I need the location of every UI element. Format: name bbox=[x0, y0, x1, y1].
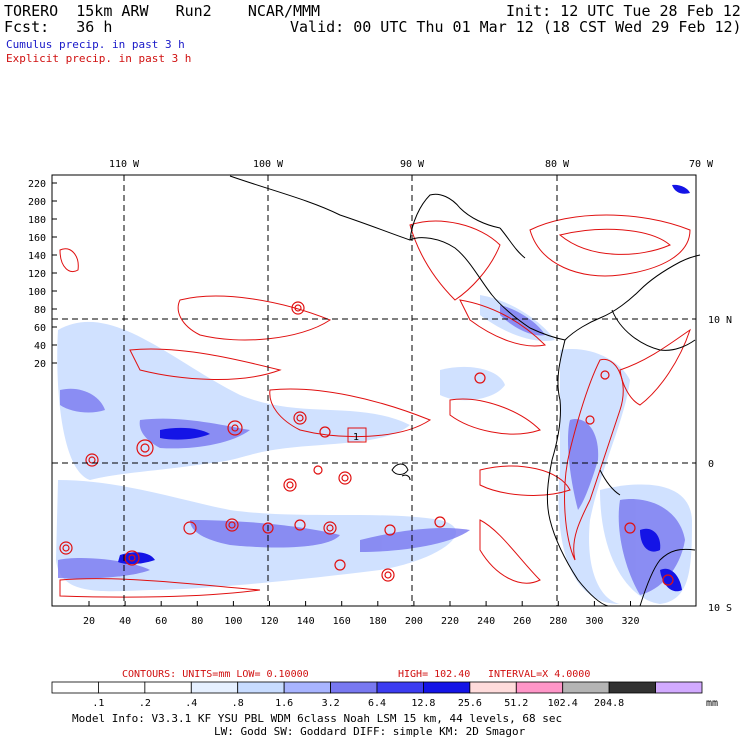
explicit-precip-label: Explicit precip. in past 3 h bbox=[6, 52, 192, 65]
colorbar-level-label: .1 bbox=[92, 698, 104, 709]
station-marker bbox=[347, 427, 367, 443]
lat-label-0: 0 bbox=[708, 459, 714, 470]
x-tick-label: 20 bbox=[83, 616, 95, 627]
colorbar-level-label: 6.4 bbox=[368, 698, 386, 709]
colorbar-swatch bbox=[469, 681, 517, 694]
x-tick-label: 180 bbox=[369, 616, 387, 627]
x-tick-labels: 20 40 60 80 100 120 140 160 180 200 220 … bbox=[83, 616, 640, 627]
colorbar-level-label: 102.4 bbox=[548, 698, 578, 709]
contour-units-low: CONTOURS: UNITS=mm LOW= 0.10000 bbox=[122, 669, 309, 680]
x-tick-label: 120 bbox=[260, 616, 278, 627]
colorbar-level-label: 12.8 bbox=[411, 698, 435, 709]
colorbar-swatch bbox=[98, 681, 146, 694]
y-tick-label: 100 bbox=[28, 287, 46, 298]
y-tick-label: 180 bbox=[28, 215, 46, 226]
y-tick-label: 140 bbox=[28, 251, 46, 262]
lat-label-10s: 10 S bbox=[708, 603, 732, 614]
x-tick-label: 60 bbox=[155, 616, 167, 627]
y-tick-labels: 220 200 180 160 140 120 100 80 60 40 20 bbox=[28, 179, 46, 370]
model-info-line: Model Info: V3.3.1 KF YSU PBL WDM 6class… bbox=[72, 712, 562, 725]
colorbar-swatch bbox=[330, 681, 378, 694]
colorbar-swatch bbox=[423, 681, 471, 694]
y-tick-label: 80 bbox=[34, 305, 46, 316]
precip-shading-heavy bbox=[118, 184, 690, 592]
colorbar-swatch bbox=[144, 681, 192, 694]
explicit-precip-contours bbox=[59, 214, 691, 598]
valid-time: Valid: 00 UTC Thu 01 Mar 12 (18 CST Wed … bbox=[290, 18, 740, 36]
x-tick-label: 260 bbox=[513, 616, 531, 627]
y-tick-label: 20 bbox=[34, 359, 46, 370]
colorbar-swatch bbox=[237, 681, 285, 694]
x-tick-label: 220 bbox=[441, 616, 459, 627]
lon-label-90w: 90 W bbox=[400, 159, 425, 170]
colorbar-swatch bbox=[515, 681, 564, 694]
x-tick-label: 40 bbox=[119, 616, 131, 627]
colorbar-swatch bbox=[608, 681, 656, 694]
colorbar-level-label: 25.6 bbox=[458, 698, 482, 709]
x-tick-label: 300 bbox=[585, 616, 603, 627]
axis-tick-marks bbox=[52, 182, 631, 606]
colorbar-level-label: 1.6 bbox=[275, 698, 293, 709]
colorbar-level-label: .8 bbox=[232, 698, 244, 709]
colorbar-level-label: 3.2 bbox=[322, 698, 340, 709]
model-title: TORERO 15km ARW Run2 NCAR/MMM bbox=[4, 2, 321, 20]
physics-info-line: LW: Godd SW: Goddard DIFF: simple KM: 2D… bbox=[214, 725, 526, 738]
x-tick-label: 320 bbox=[621, 616, 639, 627]
colorbar-swatch bbox=[655, 681, 703, 694]
init-time: Init: 12 UTC Tue 28 Feb 12 bbox=[506, 2, 740, 20]
colorbar-level-label: .2 bbox=[139, 698, 151, 709]
precip-shading-mid bbox=[58, 305, 685, 595]
x-tick-label: 240 bbox=[477, 616, 495, 627]
x-tick-label: 200 bbox=[405, 616, 423, 627]
contour-info: CONTOURS: UNITS=mm LOW= 0.10000 HIGH= 10… bbox=[122, 669, 590, 680]
colorbar-swatch bbox=[283, 681, 331, 694]
map-frame bbox=[51, 174, 697, 607]
y-tick-label: 40 bbox=[34, 341, 46, 352]
contour-interval: INTERVAL=X 4.0000 bbox=[488, 669, 590, 680]
right-lat-labels: 10 N 0 10 S bbox=[708, 315, 732, 614]
colorbar-swatch bbox=[376, 681, 424, 694]
x-tick-label: 100 bbox=[224, 616, 242, 627]
colorbar-swatch bbox=[190, 681, 239, 694]
cumulus-precip-label: Cumulus precip. in past 3 h bbox=[6, 38, 185, 51]
y-tick-label: 200 bbox=[28, 197, 46, 208]
y-tick-label: 160 bbox=[28, 233, 46, 244]
colorbar-labels: .1 .2 .4 .8 1.6 3.2 6.4 12.8 25.6 51.2 1… bbox=[92, 698, 624, 709]
station-marker-label: 1 bbox=[353, 432, 359, 443]
x-tick-label: 140 bbox=[297, 616, 315, 627]
x-tick-label: 160 bbox=[333, 616, 351, 627]
colorbar-level-label: .4 bbox=[185, 698, 197, 709]
colorbar-swatch bbox=[51, 681, 99, 694]
lon-label-70w: 70 W bbox=[689, 159, 714, 170]
colorbar-swatch bbox=[562, 681, 610, 694]
y-tick-label: 60 bbox=[34, 323, 46, 334]
forecast-hour: Fcst: 36 h bbox=[4, 18, 113, 36]
colorbar-unit: mm bbox=[706, 698, 718, 709]
lon-label-110w: 110 W bbox=[109, 159, 140, 170]
lon-label-100w: 100 W bbox=[253, 159, 284, 170]
lat-lon-grid bbox=[52, 175, 696, 606]
top-lon-labels: 110 W 100 W 90 W 80 W 70 W bbox=[109, 159, 714, 170]
lon-label-80w: 80 W bbox=[545, 159, 570, 170]
contour-high: HIGH= 102.40 bbox=[398, 669, 470, 680]
colorbar-level-label: 204.8 bbox=[594, 698, 624, 709]
y-tick-label: 220 bbox=[28, 179, 46, 190]
coastlines bbox=[229, 175, 701, 607]
x-tick-label: 280 bbox=[549, 616, 567, 627]
y-tick-label: 120 bbox=[28, 269, 46, 280]
x-tick-label: 80 bbox=[191, 616, 203, 627]
colorbar-level-label: 51.2 bbox=[504, 698, 528, 709]
colorbar bbox=[51, 681, 703, 694]
explicit-precip-cells bbox=[59, 301, 674, 586]
lat-label-10n: 10 N bbox=[708, 315, 732, 326]
